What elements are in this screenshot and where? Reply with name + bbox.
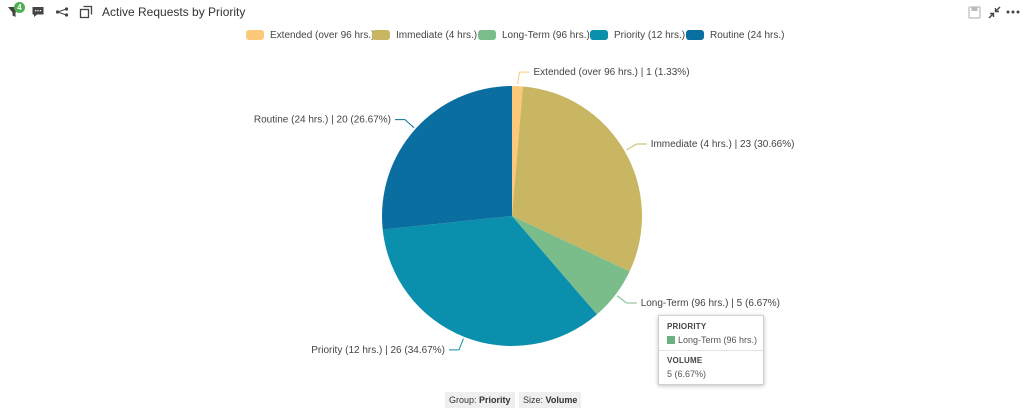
size-value: Volume — [545, 395, 578, 405]
legend-swatch — [372, 30, 390, 40]
tooltip-swatch — [667, 336, 675, 344]
leader-line — [626, 143, 647, 151]
legend-label: Priority (12 hrs.) — [614, 29, 686, 41]
share-icon[interactable] — [54, 4, 70, 20]
comment-icon[interactable] — [30, 4, 46, 20]
tooltip-item: Long-Term (96 hrs.) — [667, 335, 757, 345]
group-label: Group: — [449, 395, 477, 405]
slice-priority[interactable] — [382, 216, 597, 346]
more-icon[interactable] — [1005, 4, 1021, 20]
leader-line — [394, 119, 415, 129]
collapse-icon[interactable] — [986, 4, 1002, 20]
page-title: Active Requests by Priority — [102, 5, 246, 19]
label-immediate: Immediate (4 hrs.) | 23 (30.66%) — [651, 139, 795, 150]
tooltip-value: 5 (6.67%) — [667, 369, 707, 379]
size-label: Size: — [523, 395, 544, 405]
legend-swatch — [686, 30, 704, 40]
toolbar: 4 Active Requests by Priority — [0, 0, 1024, 24]
leader-line — [448, 338, 464, 351]
leader-line — [517, 71, 530, 85]
label-routine: Routine (24 hrs.) | 20 (26.67%) — [254, 115, 391, 126]
size-chip[interactable]: Size: Volume — [519, 392, 582, 408]
label-long-term: Long-Term (96 hrs.) | 5 (6.67%) — [641, 298, 780, 309]
legend-item-extended[interactable]: Extended (over 96 hrs.) — [246, 28, 375, 42]
tooltip-divider — [659, 350, 763, 351]
chart-legend: Extended (over 96 hrs.) Immediate (4 hrs… — [0, 28, 1024, 42]
legend-label: Long-Term (96 hrs.) — [502, 29, 590, 41]
save-icon[interactable] — [966, 4, 982, 20]
filter-count-badge: 4 — [14, 2, 25, 13]
footer: Group: Priority Size: Volume — [0, 392, 1024, 408]
tooltip-item-label: Long-Term (96 hrs.) — [678, 335, 758, 345]
tooltip: PRIORITY Long-Term (96 hrs.) VOLUME 5 (6… — [658, 315, 764, 385]
legend-item-long-term[interactable]: Long-Term (96 hrs.) — [478, 28, 590, 42]
label-extended: Extended (over 96 hrs.) | 1 (1.33%) — [534, 67, 690, 78]
group-value: Priority — [479, 395, 511, 405]
label-priority: Priority (12 hrs.) | 26 (34.67%) — [311, 345, 445, 356]
slice-extended[interactable] — [512, 86, 523, 216]
tooltip-heading-priority: PRIORITY — [667, 322, 707, 331]
tooltip-heading-volume: VOLUME — [667, 356, 703, 365]
slice-routine[interactable] — [382, 86, 512, 230]
legend-label: Routine (24 hrs.) — [710, 29, 785, 41]
slice-immediate[interactable] — [512, 86, 642, 272]
popout-icon[interactable] — [78, 4, 94, 20]
legend-label: Extended (over 96 hrs.) — [270, 29, 375, 41]
leader-line — [616, 295, 637, 304]
legend-label: Immediate (4 hrs.) — [396, 29, 478, 41]
legend-swatch — [246, 30, 264, 40]
legend-item-routine[interactable]: Routine (24 hrs.) — [686, 28, 784, 42]
legend-item-priority[interactable]: Priority (12 hrs.) — [590, 28, 685, 42]
legend-item-immediate[interactable]: Immediate (4 hrs.) — [372, 28, 477, 42]
legend-swatch — [590, 30, 608, 40]
legend-swatch — [478, 30, 496, 40]
slice-long-term[interactable] — [512, 216, 630, 315]
group-chip[interactable]: Group: Priority — [445, 392, 515, 408]
